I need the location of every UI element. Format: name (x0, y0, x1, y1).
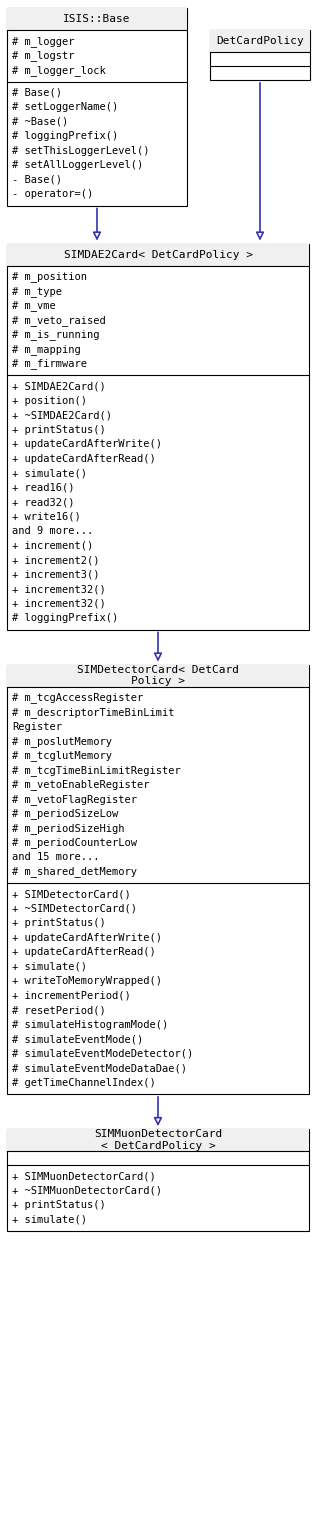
Text: + simulate(): + simulate() (12, 468, 87, 479)
Text: # setLoggerName(): # setLoggerName() (12, 102, 118, 112)
Text: # m_tcgAccessRegister: # m_tcgAccessRegister (12, 693, 143, 703)
Text: + increment32(): + increment32() (12, 599, 106, 609)
Text: + read16(): + read16() (12, 483, 75, 492)
Text: # m_logger_lock: # m_logger_lock (12, 64, 106, 76)
Text: + simulate(): + simulate() (12, 1214, 87, 1225)
Text: + updateCardAfterRead(): + updateCardAfterRead() (12, 948, 156, 957)
Text: + updateCardAfterWrite(): + updateCardAfterWrite() (12, 933, 162, 943)
Text: # getTimeChannelIndex(): # getTimeChannelIndex() (12, 1078, 156, 1087)
Text: + increment2(): + increment2() (12, 555, 100, 566)
Bar (7, 8, 187, 31)
Bar (7, 243, 309, 630)
Text: + SIMDetectorCard(): + SIMDetectorCard() (12, 890, 131, 899)
Text: # m_tcgTimeBinLimitRegister: # m_tcgTimeBinLimitRegister (12, 764, 181, 775)
Bar (7, 665, 309, 687)
Text: and 15 more...: and 15 more... (12, 852, 100, 862)
Text: # simulateHistogramMode(): # simulateHistogramMode() (12, 1020, 168, 1029)
Text: # simulateEventModeDetector(): # simulateEventModeDetector() (12, 1049, 193, 1058)
Bar (210, 31, 310, 52)
Text: # m_periodCounterLow: # m_periodCounterLow (12, 838, 137, 849)
Text: + increment(): + increment() (12, 541, 93, 550)
Text: # m_firmware: # m_firmware (12, 358, 87, 368)
Text: DetCardPolicy: DetCardPolicy (216, 37, 304, 46)
Text: # m_descriptorTimeBinLimit: # m_descriptorTimeBinLimit (12, 706, 174, 717)
Text: + simulate(): + simulate() (12, 962, 87, 972)
Text: + read32(): + read32() (12, 497, 75, 508)
Text: # resetPeriod(): # resetPeriod() (12, 1005, 106, 1015)
Text: + printStatus(): + printStatus() (12, 425, 106, 434)
Text: # m_mapping: # m_mapping (12, 344, 81, 355)
Text: Register: Register (12, 722, 62, 732)
Text: + ~SIMDetectorCard(): + ~SIMDetectorCard() (12, 904, 137, 914)
Bar (210, 31, 310, 80)
Text: and 9 more...: and 9 more... (12, 526, 93, 537)
Text: SIMDAE2Card< DetCardPolicy >: SIMDAE2Card< DetCardPolicy > (63, 249, 252, 260)
Text: # m_is_running: # m_is_running (12, 329, 100, 341)
Text: # m_veto_raised: # m_veto_raised (12, 315, 106, 326)
Text: + increment3(): + increment3() (12, 570, 100, 579)
Text: # ~Base(): # ~Base() (12, 116, 68, 127)
Text: # m_position: # m_position (12, 271, 87, 283)
Text: # m_periodSizeHigh: # m_periodSizeHigh (12, 823, 124, 833)
Text: # simulateEventMode(): # simulateEventMode() (12, 1034, 143, 1044)
Text: # setThisLoggerLevel(): # setThisLoggerLevel() (12, 145, 149, 156)
Text: # Base(): # Base() (12, 87, 62, 98)
Text: # loggingPrefix(): # loggingPrefix() (12, 613, 118, 624)
Text: - operator=(): - operator=() (12, 190, 93, 199)
Text: + updateCardAfterRead(): + updateCardAfterRead() (12, 454, 156, 463)
Text: # m_vetoFlagRegister: # m_vetoFlagRegister (12, 794, 137, 804)
Text: # m_periodSizeLow: # m_periodSizeLow (12, 809, 118, 820)
Text: + SIMDAE2Card(): + SIMDAE2Card() (12, 381, 106, 391)
Text: + SIMMuonDetectorCard(): + SIMMuonDetectorCard() (12, 1171, 156, 1182)
Text: + updateCardAfterWrite(): + updateCardAfterWrite() (12, 439, 162, 450)
Text: + printStatus(): + printStatus() (12, 1200, 106, 1211)
Text: + writeToMemoryWrapped(): + writeToMemoryWrapped() (12, 976, 162, 986)
Text: SIMMuonDetectorCard
< DetCardPolicy >: SIMMuonDetectorCard < DetCardPolicy > (94, 1130, 222, 1151)
Text: # m_vetoEnableRegister: # m_vetoEnableRegister (12, 780, 149, 790)
Bar (7, 1128, 309, 1151)
Bar (7, 665, 309, 1095)
Text: # m_vme: # m_vme (12, 300, 56, 312)
Text: # m_logger: # m_logger (12, 35, 75, 47)
Text: + incrementPeriod(): + incrementPeriod() (12, 991, 131, 1001)
Text: # setAllLoggerLevel(): # setAllLoggerLevel() (12, 161, 143, 170)
Text: # m_tcglutMemory: # m_tcglutMemory (12, 751, 112, 761)
Text: + printStatus(): + printStatus() (12, 919, 106, 928)
Text: + ~SIMDAE2Card(): + ~SIMDAE2Card() (12, 410, 112, 420)
Text: + increment32(): + increment32() (12, 584, 106, 595)
Text: - Base(): - Base() (12, 174, 62, 185)
Text: # m_type: # m_type (12, 286, 62, 297)
Text: + write16(): + write16() (12, 512, 81, 521)
Text: # loggingPrefix(): # loggingPrefix() (12, 131, 118, 141)
Text: # m_poslutMemory: # m_poslutMemory (12, 735, 112, 746)
Text: # m_shared_detMemory: # m_shared_detMemory (12, 867, 137, 878)
Bar (7, 8, 187, 205)
Bar (7, 243, 309, 266)
Text: ISIS::Base: ISIS::Base (63, 14, 131, 24)
Text: + ~SIMMuonDetectorCard(): + ~SIMMuonDetectorCard() (12, 1187, 162, 1196)
Text: # simulateEventModeDataDae(): # simulateEventModeDataDae() (12, 1063, 187, 1073)
Bar (7, 1128, 309, 1231)
Text: + position(): + position() (12, 396, 87, 405)
Text: SIMDetectorCard< DetCard
Policy >: SIMDetectorCard< DetCard Policy > (77, 665, 239, 687)
Text: # m_logstr: # m_logstr (12, 50, 75, 61)
